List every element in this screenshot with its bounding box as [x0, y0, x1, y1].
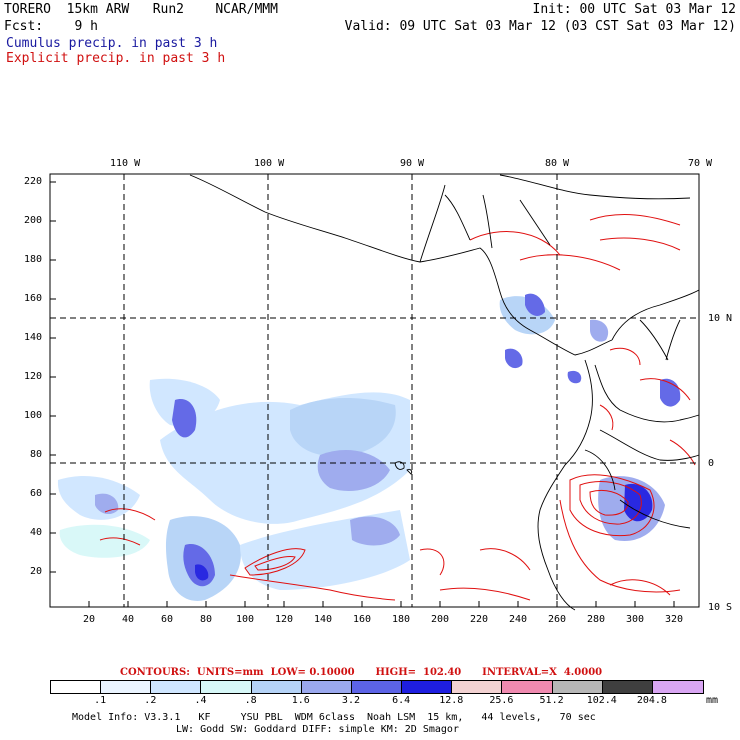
- model-info: Model Info: V3.3.1 KF YSU PBL WDM 6class…: [72, 712, 596, 723]
- y-tick: 220: [24, 176, 43, 187]
- x-tick: 180: [392, 614, 411, 625]
- legend-label: 51.2: [539, 695, 564, 706]
- x-tick: 260: [548, 614, 567, 625]
- graticule: [50, 174, 699, 607]
- legend-swatch: [51, 681, 102, 693]
- y-tick: 20: [30, 566, 43, 577]
- x-tick: 120: [275, 614, 294, 625]
- lon-label-100w: 100 W: [254, 158, 285, 169]
- contours-info: CONTOURS: UNITS=mm LOW= 0.10000 HIGH= 10…: [120, 667, 603, 678]
- x-tick: 80: [200, 614, 213, 625]
- y-tick: 160: [24, 293, 43, 304]
- legend-swatch: [351, 681, 403, 693]
- valid-time: Valid: 09 UTC Sat 03 Mar 12 (03 CST Sat …: [344, 19, 736, 34]
- legend-swatch: [452, 681, 503, 693]
- legend-label: .8: [244, 695, 257, 706]
- x-tick: 160: [353, 614, 372, 625]
- physics-info: LW: Godd SW: Goddard DIFF: simple KM: 2D…: [176, 724, 459, 735]
- cumulus-shading: [57, 293, 681, 601]
- legend-swatch: [402, 681, 453, 693]
- y-tick: 40: [30, 527, 43, 538]
- lon-label-80w: 80 W: [545, 158, 570, 169]
- legend-swatch: [301, 681, 352, 693]
- color-legend: [50, 680, 704, 694]
- legend-swatch: [251, 681, 302, 693]
- legend-swatch: [151, 681, 202, 693]
- legend-swatch: [552, 681, 603, 693]
- x-tick: 20: [83, 614, 96, 625]
- legend-swatch: [101, 681, 152, 693]
- cumulus-precip-label: Cumulus precip. in past 3 h: [6, 36, 218, 51]
- y-tick: 200: [24, 215, 43, 226]
- legend-swatch: [502, 681, 553, 693]
- x-tick: 100: [236, 614, 255, 625]
- header-title: TORERO 15km ARW Run2 NCAR/MMM: [4, 2, 278, 17]
- legend-label: 12.8: [439, 695, 464, 706]
- x-tick: 60: [161, 614, 174, 625]
- x-tick: 200: [431, 614, 450, 625]
- legend-label: 204.8: [636, 695, 667, 706]
- x-tick: 220: [470, 614, 489, 625]
- x-tick: 240: [509, 614, 528, 625]
- axis-ticks: [50, 181, 675, 607]
- legend-swatch: [602, 681, 653, 693]
- legend-label: 102.4: [586, 695, 617, 706]
- x-tick: 300: [626, 614, 645, 625]
- y-tick: 100: [24, 410, 43, 421]
- legend-label: .2: [144, 695, 157, 706]
- lat-label-10n: 10 N: [708, 313, 733, 324]
- lat-label-0: 0: [708, 458, 715, 469]
- legend-swatch: [652, 681, 703, 693]
- y-tick: 120: [24, 371, 43, 382]
- y-tick: 60: [30, 488, 43, 499]
- lat-label-10s: 10 S: [708, 602, 733, 613]
- explicit-precip-label: Explicit precip. in past 3 h: [6, 51, 226, 66]
- legend-label: 1.6: [291, 695, 310, 706]
- init-time: Init: 00 UTC Sat 03 Mar 12: [532, 2, 737, 17]
- x-tick: 320: [665, 614, 684, 625]
- y-tick: 80: [30, 449, 43, 460]
- lon-label-110w: 110 W: [110, 158, 141, 169]
- lon-label-70w: 70 W: [688, 158, 713, 169]
- legend-label: 6.4: [392, 695, 411, 706]
- x-tick: 140: [314, 614, 333, 625]
- lon-label-90w: 90 W: [400, 158, 425, 169]
- forecast-hour: Fcst: 9 h: [4, 19, 98, 34]
- legend-label: 25.6: [489, 695, 514, 706]
- legend-swatch: [201, 681, 252, 693]
- y-tick: 180: [24, 254, 43, 265]
- map-frame: [49, 173, 700, 608]
- legend-label: 3.2: [341, 695, 360, 706]
- y-tick: 140: [24, 332, 43, 343]
- legend-unit: mm: [706, 695, 719, 706]
- x-tick: 40: [122, 614, 135, 625]
- legend-label: .1: [94, 695, 107, 706]
- legend-label: .4: [194, 695, 207, 706]
- x-tick: 280: [587, 614, 606, 625]
